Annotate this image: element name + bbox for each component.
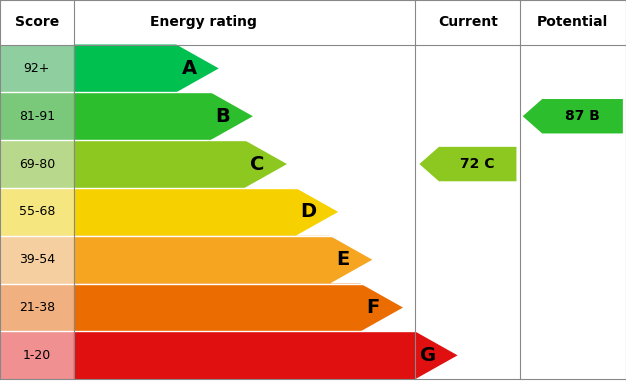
Bar — [0, 236, 74, 284]
Polygon shape — [74, 45, 218, 92]
Text: 92+: 92+ — [24, 62, 50, 75]
Text: 39-54: 39-54 — [19, 253, 55, 266]
Polygon shape — [74, 331, 458, 379]
Bar — [0, 284, 74, 331]
Polygon shape — [74, 92, 253, 140]
Text: 87 B: 87 B — [565, 109, 600, 123]
Bar — [0, 45, 74, 92]
Text: 21-38: 21-38 — [19, 301, 55, 314]
Text: 69-80: 69-80 — [19, 158, 55, 171]
Bar — [0, 188, 74, 236]
Text: C: C — [250, 154, 264, 173]
Text: Current: Current — [438, 15, 498, 29]
Text: 55-68: 55-68 — [19, 205, 55, 218]
Polygon shape — [523, 99, 623, 134]
Polygon shape — [74, 236, 372, 284]
Polygon shape — [74, 140, 287, 188]
Text: A: A — [182, 59, 197, 78]
Text: E: E — [336, 250, 349, 269]
Bar — [0, 140, 74, 188]
Text: G: G — [420, 346, 436, 365]
Text: Potential: Potential — [537, 15, 608, 29]
Text: 72 C: 72 C — [461, 157, 495, 171]
Text: B: B — [216, 107, 230, 126]
Bar — [0, 331, 74, 379]
Text: D: D — [300, 202, 317, 221]
Polygon shape — [74, 188, 338, 236]
Polygon shape — [74, 284, 403, 331]
Text: Energy rating: Energy rating — [150, 15, 257, 29]
Bar — [0, 92, 74, 140]
Text: 1-20: 1-20 — [23, 349, 51, 362]
Text: F: F — [367, 298, 380, 317]
Text: Score: Score — [15, 15, 59, 29]
Polygon shape — [419, 147, 516, 181]
Text: 81-91: 81-91 — [19, 110, 55, 123]
